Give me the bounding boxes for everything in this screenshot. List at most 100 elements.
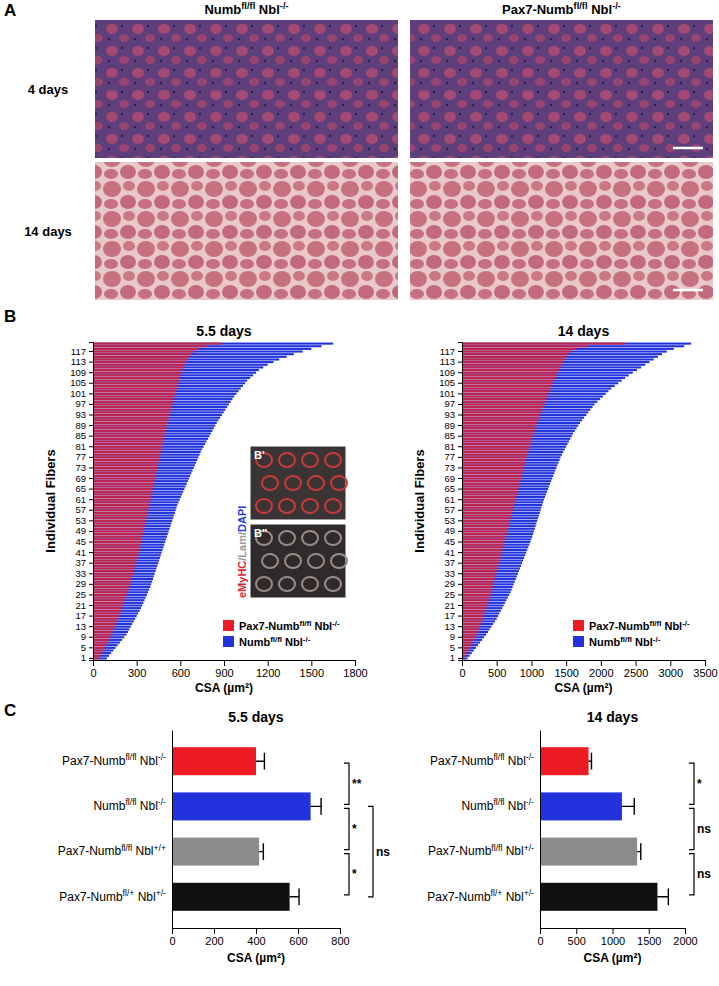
fiber-bar <box>462 488 548 490</box>
tick-label: 0 <box>169 935 175 947</box>
fiber-bar <box>462 623 493 625</box>
tick: 1500 <box>554 660 578 679</box>
tick: Pax7-Numbfl/fl Nbl-/- <box>430 752 540 768</box>
fiber-bar <box>462 440 569 442</box>
tick-mark <box>89 520 93 521</box>
fiber-bar <box>93 496 151 498</box>
tick: 117 <box>71 346 93 357</box>
bar <box>540 883 657 911</box>
fiber-bar <box>93 533 168 535</box>
tick: 17 <box>75 610 93 621</box>
significance-label: ** <box>352 777 362 791</box>
tick-label: Numbfl/fl Nbl-/- <box>93 797 166 813</box>
tick-label: 1500 <box>637 935 661 947</box>
fiber-bar <box>93 409 171 411</box>
fiber-bar <box>93 496 181 498</box>
fiber-bar <box>93 443 163 445</box>
tick: 105 <box>439 377 462 388</box>
tick: 9 <box>81 631 93 642</box>
plot-area <box>462 343 691 660</box>
fiber-bar <box>93 634 111 636</box>
fiber-bar <box>93 607 141 609</box>
fiber-bar <box>462 499 515 501</box>
fiber-bar <box>93 528 170 530</box>
axis-line <box>540 731 541 929</box>
tick-label: 73 <box>444 462 455 473</box>
fiber-bar <box>462 454 527 456</box>
fiber-bar <box>93 628 114 630</box>
tick-label: 37 <box>444 557 455 568</box>
fiber-bar <box>462 443 530 445</box>
bar <box>540 747 589 775</box>
fiber-bar <box>462 483 550 485</box>
tick-label: 800 <box>331 935 349 947</box>
x-axis: 0500100015002000250030003500 <box>459 660 717 679</box>
fiber-bar <box>93 390 239 392</box>
fiber-bar <box>462 504 514 506</box>
fiber-bar <box>93 520 172 522</box>
fiber-bar <box>93 417 220 419</box>
tick-label: 117 <box>71 346 86 357</box>
fiber-bar <box>93 536 142 538</box>
fiber-bar <box>93 597 146 599</box>
fiber-bar <box>462 615 484 617</box>
fiber-bar <box>93 615 137 617</box>
fiber-bar <box>93 618 118 620</box>
fiber-bar <box>462 612 484 614</box>
fiber-bar <box>93 432 165 434</box>
fiber-bar <box>93 525 170 527</box>
fiber-bar <box>462 374 629 376</box>
fiber-bar <box>462 395 603 397</box>
fiber-bar <box>93 401 173 403</box>
fiber-bar <box>93 385 243 387</box>
tick: 1800 <box>343 660 367 679</box>
fiber-bar <box>462 583 514 585</box>
fiber-bar <box>462 549 502 551</box>
tick: 3000 <box>659 660 683 679</box>
fiber-bar <box>93 491 183 493</box>
tick: 400 <box>247 928 265 947</box>
tick-mark <box>458 383 462 384</box>
fiber-bar <box>462 464 557 466</box>
fiber-bar <box>93 361 273 363</box>
tick-mark <box>89 626 93 627</box>
fiber-bar <box>93 403 172 405</box>
significance-bracket <box>344 854 349 895</box>
fiber-bar <box>462 419 582 421</box>
tick-label: 1800 <box>343 667 367 679</box>
tick-label: 65 <box>75 483 86 494</box>
fiber-bar <box>462 604 487 606</box>
fiber-bar <box>462 425 536 427</box>
tick: Pax7-Numbfl/+ Nbl+/- <box>59 888 172 904</box>
fiber-bar <box>462 626 492 628</box>
figure: ABCNumbfl/fl Nbl-/-Pax7-Numbfl/fl Nbl-/-… <box>0 0 719 986</box>
fiber-bar <box>462 644 478 646</box>
fiber-bar <box>462 480 551 482</box>
legend-swatch <box>573 636 584 647</box>
tick-mark <box>458 510 462 511</box>
fiber-bar <box>462 496 516 498</box>
fiber-bar <box>462 641 472 643</box>
tick-label: 0 <box>90 667 96 679</box>
tick-mark <box>89 478 93 479</box>
fiber-bar <box>462 517 538 519</box>
fiber-bar <box>93 578 132 580</box>
fiber-bar <box>93 483 187 485</box>
fiber-bar <box>462 528 535 530</box>
tick-label: 85 <box>444 430 455 441</box>
fiber-bar <box>462 644 471 646</box>
fiber-bar <box>93 607 122 609</box>
fiber-bar <box>93 512 147 514</box>
error-bar <box>256 753 264 770</box>
fiber-bar <box>462 475 553 477</box>
tick-label: 0 <box>459 667 465 679</box>
tick-mark <box>458 637 462 638</box>
fiber-bar <box>93 464 158 466</box>
fiber-bar <box>93 448 161 450</box>
fiber-bar <box>93 618 135 620</box>
chart-title: 14 days <box>587 709 639 725</box>
x-axis-title: CSA (µm²) <box>195 681 253 695</box>
fiber-bar <box>462 604 504 606</box>
fiber-bar <box>462 586 513 588</box>
fiber-chart: 0300600900120015001800159131721252933374… <box>43 323 368 695</box>
